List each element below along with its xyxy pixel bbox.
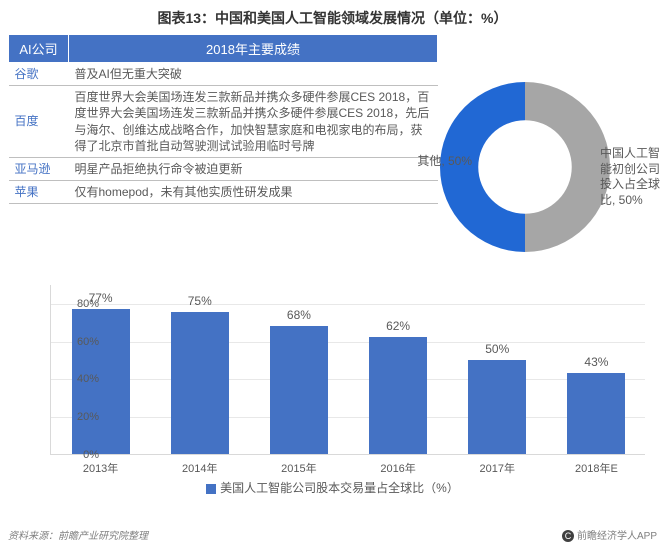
- x-axis-label: 2018年E: [567, 454, 625, 476]
- bar: 43%: [567, 373, 625, 454]
- bar-value-label: 62%: [369, 319, 427, 333]
- table-row: 亚马逊明星产品拒绝执行命令被迫更新: [9, 157, 438, 180]
- detail-cell: 普及AI但无重大突破: [69, 63, 438, 86]
- brand-footer: C前瞻经济学人APP: [562, 527, 657, 542]
- col-header-company: AI公司: [9, 35, 69, 63]
- y-axis-label: 80%: [77, 298, 99, 310]
- detail-cell: 仅有homepod，未有其他实质性研发成果: [69, 181, 438, 204]
- bar: 75%: [171, 312, 229, 454]
- legend-label: 美国人工智能公司股本交易量占全球比（%）: [220, 481, 459, 495]
- y-axis-label: 60%: [77, 336, 99, 348]
- x-axis-label: 2014年: [171, 454, 229, 476]
- brand-text: 前瞻经济学人APP: [577, 531, 657, 542]
- bar-value-label: 50%: [468, 342, 526, 356]
- company-cell: 百度: [9, 86, 69, 158]
- table-row: 谷歌普及AI但无重大突破: [9, 63, 438, 86]
- table-row: 百度百度世界大会美国场连发三款新品并携众多硬件参展CES 2018，百度世界大会…: [9, 86, 438, 158]
- company-cell: 谷歌: [9, 63, 69, 86]
- y-axis-label: 0%: [83, 449, 99, 461]
- y-axis-label: 40%: [77, 373, 99, 385]
- bar: 62%: [369, 337, 427, 454]
- company-cell: 亚马逊: [9, 157, 69, 180]
- bar-value-label: 68%: [270, 308, 328, 322]
- bar-chart-legend: 美国人工智能公司股本交易量占全球比（%）: [8, 479, 657, 496]
- donut-slice-label-china: 中国人工智能初创公司投入占全球比, 50%: [600, 146, 665, 208]
- bar-value-label: 43%: [567, 355, 625, 369]
- x-axis-label: 2013年: [72, 454, 130, 476]
- bar: 68%: [270, 326, 328, 454]
- source-footer: 资料来源：前瞻产业研究院整理: [8, 527, 148, 542]
- col-header-detail: 2018年主要成绩: [69, 35, 438, 63]
- ai-company-table: AI公司 2018年主要成绩 谷歌普及AI但无重大突破百度百度世界大会美国场连发…: [8, 34, 438, 204]
- bar-value-label: 75%: [171, 294, 229, 308]
- donut-slice-label-other: 其他, 50%: [417, 152, 472, 169]
- detail-cell: 百度世界大会美国场连发三款新品并携众多硬件参展CES 2018，百度世界大会美国…: [69, 86, 438, 158]
- donut-slice: [525, 82, 610, 252]
- grid-line: [51, 417, 645, 418]
- chart-title: 图表13：中国和美国人工智能领域发展情况（单位：%）: [0, 0, 665, 34]
- brand-icon: C: [562, 530, 574, 542]
- grid-line: [51, 342, 645, 343]
- grid-line: [51, 304, 645, 305]
- legend-swatch: [206, 484, 216, 494]
- company-cell: 苹果: [9, 181, 69, 204]
- bar-chart: 77%2013年75%2014年68%2015年62%2016年50%2017年…: [8, 275, 657, 500]
- detail-cell: 明星产品拒绝执行命令被迫更新: [69, 157, 438, 180]
- x-axis-label: 2015年: [270, 454, 328, 476]
- y-axis-label: 20%: [77, 411, 99, 423]
- x-axis-label: 2017年: [468, 454, 526, 476]
- grid-line: [51, 379, 645, 380]
- table-row: 苹果仅有homepod，未有其他实质性研发成果: [9, 181, 438, 204]
- table-and-donut-region: AI公司 2018年主要成绩 谷歌普及AI但无重大突破百度百度世界大会美国场连发…: [0, 34, 665, 204]
- bar: 50%: [468, 360, 526, 454]
- x-axis-label: 2016年: [369, 454, 427, 476]
